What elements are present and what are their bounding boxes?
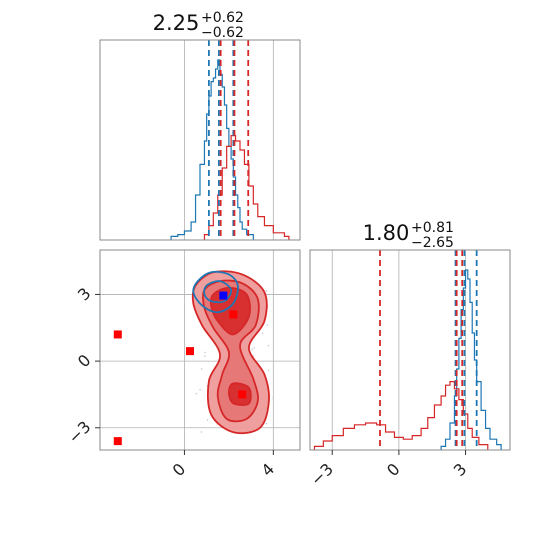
joint-xtick-label-0: 0 (169, 459, 190, 480)
p2-xtick-label-0: −3 (307, 459, 337, 489)
p2-xtick-label-2: 3 (450, 459, 471, 480)
marginal-param1-frame (99, 39, 301, 241)
p2-blue-histogram (440, 269, 502, 450)
joint-panel: 0 4 3 0 −3 (64, 249, 301, 480)
marginal-param2-minus: −2.65 (411, 235, 454, 251)
joint-blue-contour-0 (192, 270, 239, 314)
joint-sample-dot (195, 392, 198, 395)
joint-blue-contour-1 (203, 280, 233, 304)
joint-sample-dot (267, 344, 270, 347)
joint-sample-dot (203, 355, 206, 357)
joint-red-marker-4 (113, 437, 122, 446)
joint-sample-dot (200, 368, 203, 370)
joint-sample-dot (200, 431, 203, 433)
joint-ytick-label-1: 0 (74, 351, 95, 372)
p1-red-histogram (203, 135, 290, 240)
marginal-param2-plus: +0.81 (411, 220, 454, 236)
marginal-panel-param1: 2.25 +0.62 −0.62 (99, 10, 301, 241)
joint-sample-dot (265, 290, 268, 292)
joint-ytick-label-2: −3 (64, 417, 94, 447)
joint-red-marker-1 (186, 347, 194, 356)
marginal-param1-title: 2.25 (153, 11, 200, 35)
marginal-param1-median: 2.25 (153, 11, 200, 35)
p2-xtick-label-1: 0 (383, 459, 404, 480)
joint-sample-dot (265, 360, 267, 362)
marginal-param2-frame (309, 249, 511, 451)
marginal-param2-median: 1.80 (363, 221, 410, 245)
joint-sample-dot (206, 419, 209, 421)
joint-sample-dot (204, 351, 206, 354)
marginal-panel-param2: 1.80 +0.81 −2.65 −3 0 3 (307, 220, 511, 490)
joint-ytick-label-0: 3 (74, 284, 95, 305)
joint-red-marker-2 (229, 310, 238, 319)
joint-sample-dot (267, 369, 270, 372)
joint-red-marker-3 (238, 390, 247, 399)
joint-sample-dot (253, 346, 256, 349)
joint-sample-dot (261, 332, 264, 335)
joint-sample-dot (272, 397, 274, 399)
joint-blue-marker (219, 291, 228, 300)
joint-sample-dot (199, 388, 201, 391)
joint-frame (99, 249, 301, 451)
joint-sample-dot (265, 422, 268, 425)
joint-sample-dot (266, 324, 269, 326)
joint-sample-dot (251, 348, 254, 351)
joint-xtick-label-1: 4 (258, 459, 279, 480)
marginal-param1-plus: +0.62 (201, 10, 244, 26)
joint-red-marker-0 (113, 330, 122, 339)
marginal-param1-minus: −0.62 (201, 25, 244, 41)
